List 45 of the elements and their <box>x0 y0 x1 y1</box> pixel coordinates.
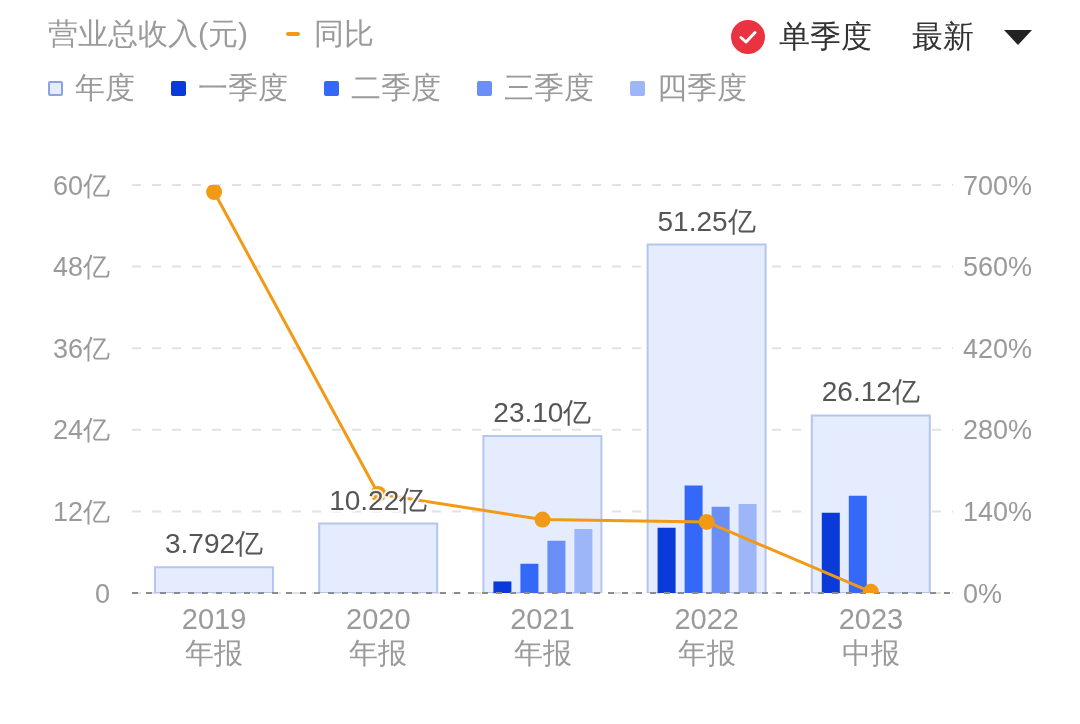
bar <box>684 485 703 593</box>
x-tick-label: 2022 年报 <box>674 603 739 669</box>
chart-title: 营业总收入(元) <box>48 15 248 52</box>
bar <box>547 540 566 593</box>
y2-tick-label: 700% <box>963 170 1033 201</box>
data-label: 51.25亿 <box>657 205 756 237</box>
data-label: 26.12亿 <box>821 376 920 408</box>
y-tick-label: 48亿 <box>52 252 110 283</box>
legend-label: 二季度 <box>351 69 441 106</box>
data-label: 3.792亿 <box>164 528 264 560</box>
bar <box>493 581 512 593</box>
legend-label: 一季度 <box>198 69 288 106</box>
y-tick-label: 60亿 <box>52 170 110 201</box>
point <box>698 513 715 530</box>
bar <box>520 563 539 593</box>
bar <box>821 512 840 593</box>
data-label: 23.10亿 <box>493 396 592 428</box>
legend-label: 同比 <box>313 15 374 52</box>
x-tick-label: 2023 中报 <box>838 603 904 669</box>
bar <box>848 495 867 593</box>
y-tick-label: 24亿 <box>52 415 110 446</box>
legend-label: 三季度 <box>504 69 594 106</box>
point <box>534 511 551 528</box>
x-tick-label: 2020 年报 <box>346 603 411 669</box>
y2-tick-label: 560% <box>963 252 1033 283</box>
legend-label: 四季度 <box>657 69 747 106</box>
bar <box>574 529 593 593</box>
legend-label: 年度 <box>75 69 135 106</box>
text: 单季度 <box>779 18 872 56</box>
bar <box>657 527 676 593</box>
y2-tick-label: 280% <box>963 415 1033 446</box>
y2-tick-label: 140% <box>963 496 1033 527</box>
y-tick-label: 36亿 <box>52 333 110 364</box>
x-tick-label: 2021 年报 <box>510 603 575 669</box>
y-tick-label: 0 <box>94 578 110 609</box>
bar <box>738 503 757 593</box>
bar <box>154 566 274 593</box>
y-tick-label: 12亿 <box>52 496 110 527</box>
text: 最新 <box>912 18 974 56</box>
point <box>206 185 223 200</box>
bar <box>318 522 439 593</box>
bar <box>711 506 730 593</box>
x-tick-label: 2019 年报 <box>181 603 247 669</box>
y2-tick-label: 420% <box>963 333 1033 364</box>
y2-tick-label: 0% <box>963 578 1003 609</box>
